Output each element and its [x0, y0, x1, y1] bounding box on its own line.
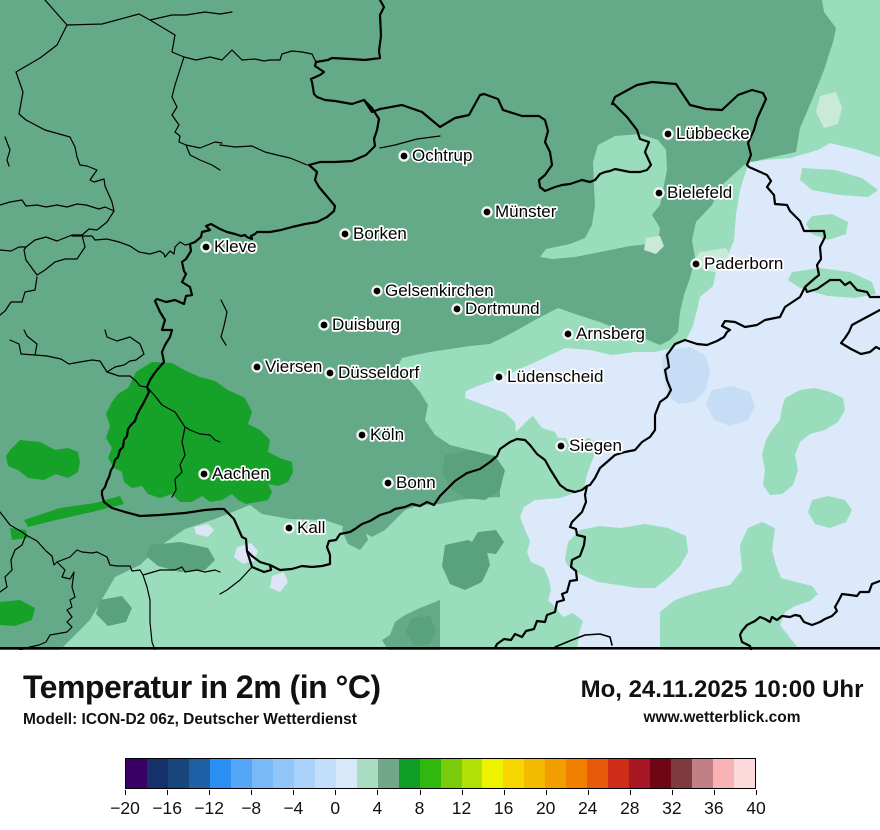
svg-text:Viersen: Viersen	[265, 357, 322, 376]
svg-text:Lüdenscheid: Lüdenscheid	[507, 367, 603, 386]
svg-text:Arnsberg: Arnsberg	[576, 324, 645, 343]
svg-text:Duisburg: Duisburg	[332, 315, 400, 334]
svg-text:Köln: Köln	[370, 425, 404, 444]
svg-text:Paderborn: Paderborn	[704, 254, 783, 273]
svg-text:Borken: Borken	[353, 224, 407, 243]
svg-text:Düsseldorf: Düsseldorf	[338, 363, 420, 382]
svg-text:Lübbecke: Lübbecke	[676, 124, 750, 143]
svg-text:Kleve: Kleve	[214, 237, 257, 256]
svg-text:Dortmund: Dortmund	[465, 299, 540, 318]
svg-text:Bielefeld: Bielefeld	[667, 183, 732, 202]
svg-text:Siegen: Siegen	[569, 436, 622, 455]
svg-text:Kall: Kall	[297, 518, 325, 537]
svg-text:Aachen: Aachen	[212, 464, 270, 483]
svg-text:Münster: Münster	[495, 202, 557, 221]
svg-text:Gelsenkirchen: Gelsenkirchen	[385, 281, 494, 300]
svg-text:Bonn: Bonn	[396, 473, 436, 492]
svg-text:Ochtrup: Ochtrup	[412, 146, 472, 165]
